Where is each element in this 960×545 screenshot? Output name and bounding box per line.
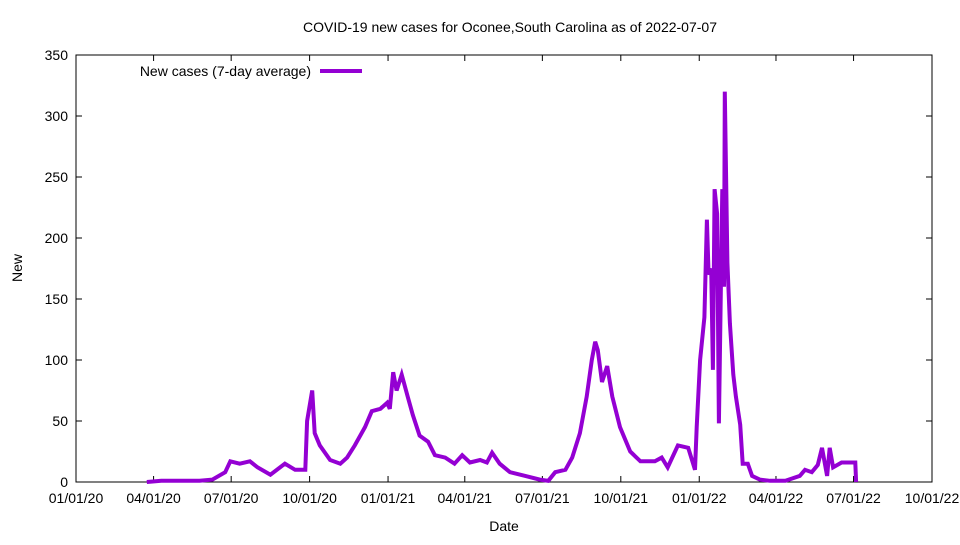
x-tick-label: 07/01/20 — [204, 490, 259, 506]
y-tick-label: 150 — [45, 291, 69, 307]
y-tick-label: 250 — [45, 169, 69, 185]
legend: New cases (7-day average) — [140, 63, 362, 79]
series-line — [146, 91, 859, 484]
y-axis-label: New — [9, 253, 25, 282]
chart-title: COVID-19 new cases for Oconee,South Caro… — [303, 19, 717, 35]
x-tick-label: 01/01/22 — [672, 490, 727, 506]
y-tick-label: 100 — [45, 352, 69, 368]
x-tick-label: 04/01/20 — [126, 490, 181, 506]
x-tick-label: 10/01/22 — [905, 490, 960, 506]
y-tick-label: 300 — [45, 108, 69, 124]
legend-label: New cases (7-day average) — [140, 63, 311, 79]
y-axis: 0 50 100 150 200 250 300 350 — [45, 47, 932, 490]
x-axis-label: Date — [489, 518, 519, 534]
plot-area-border — [75, 54, 933, 483]
y-tick-label: 350 — [45, 47, 69, 63]
y-tick-label: 200 — [45, 230, 69, 246]
x-tick-label: 10/01/21 — [594, 490, 649, 506]
x-tick-label: 01/01/20 — [49, 490, 104, 506]
x-tick-label: 04/01/21 — [438, 490, 493, 506]
x-tick-label: 07/01/21 — [515, 490, 570, 506]
series-group — [146, 91, 859, 484]
x-tick-label: 04/01/22 — [749, 490, 804, 506]
x-tick-label: 07/01/22 — [826, 490, 881, 506]
x-tick-label: 01/01/21 — [361, 490, 416, 506]
x-tick-label: 10/01/20 — [282, 490, 337, 506]
y-tick-label: 50 — [52, 413, 68, 429]
x-axis: 01/01/20 04/01/20 07/01/20 10/01/20 01/01/21… — [49, 55, 960, 506]
y-tick-label: 0 — [60, 474, 68, 490]
